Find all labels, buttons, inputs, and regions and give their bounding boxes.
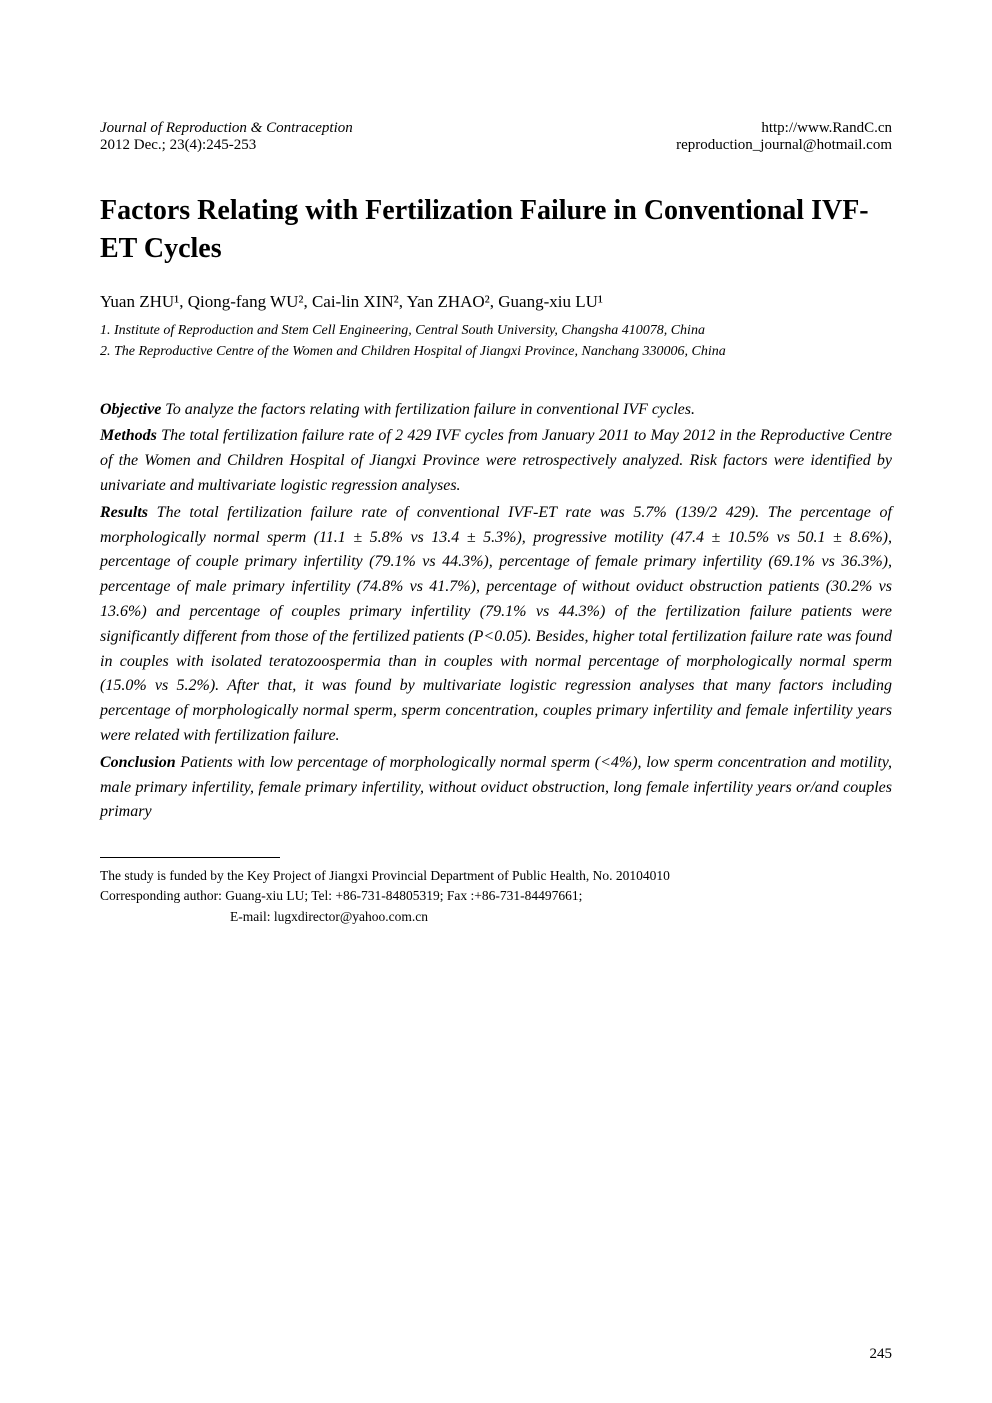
methods-text: The total fertilization failure rate of …	[100, 427, 892, 494]
header-right: http://www.RandC.cn reproduction_journal…	[676, 120, 892, 154]
affiliation-2: 2. The Reproductive Centre of the Women …	[100, 341, 892, 362]
journal-url: http://www.RandC.cn	[676, 120, 892, 137]
abstract-methods: Methods The total fertilization failure …	[100, 424, 892, 498]
issue-info: 2012 Dec.; 23(4):245-253	[100, 137, 353, 154]
abstract-objective: Objective To analyze the factors relatin…	[100, 398, 892, 423]
results-text: The total fertilization failure rate of …	[100, 504, 892, 744]
results-label: Results	[100, 504, 148, 521]
methods-label: Methods	[100, 427, 157, 444]
author-list: Yuan ZHU¹, Qiong-fang WU², Cai-lin XIN²,…	[100, 292, 892, 312]
abstract-results: Results The total fertilization failure …	[100, 501, 892, 749]
paper-header: Journal of Reproduction & Contraception …	[100, 120, 892, 154]
page-number: 245	[870, 1346, 893, 1363]
objective-label: Objective	[100, 401, 161, 418]
corresponding-author: Corresponding author: Guang-xiu LU; Tel:…	[100, 886, 892, 906]
conclusion-text: Patients with low percentage of morpholo…	[100, 754, 892, 821]
journal-email: reproduction_journal@hotmail.com	[676, 137, 892, 154]
affiliations: 1. Institute of Reproduction and Stem Ce…	[100, 320, 892, 362]
abstract-conclusion: Conclusion Patients with low percentage …	[100, 751, 892, 825]
footnote-divider	[100, 857, 280, 858]
paper-title: Factors Relating with Fertilization Fail…	[100, 192, 892, 268]
corresponding-email: E-mail: lugxdirector@yahoo.com.cn	[230, 907, 892, 927]
funding-note: The study is funded by the Key Project o…	[100, 866, 892, 886]
objective-text: To analyze the factors relating with fer…	[161, 401, 695, 418]
affiliation-1: 1. Institute of Reproduction and Stem Ce…	[100, 320, 892, 341]
header-left: Journal of Reproduction & Contraception …	[100, 120, 353, 154]
abstract: Objective To analyze the factors relatin…	[100, 398, 892, 826]
conclusion-label: Conclusion	[100, 754, 176, 771]
journal-name: Journal of Reproduction & Contraception	[100, 120, 353, 137]
footnotes: The study is funded by the Key Project o…	[100, 866, 892, 927]
